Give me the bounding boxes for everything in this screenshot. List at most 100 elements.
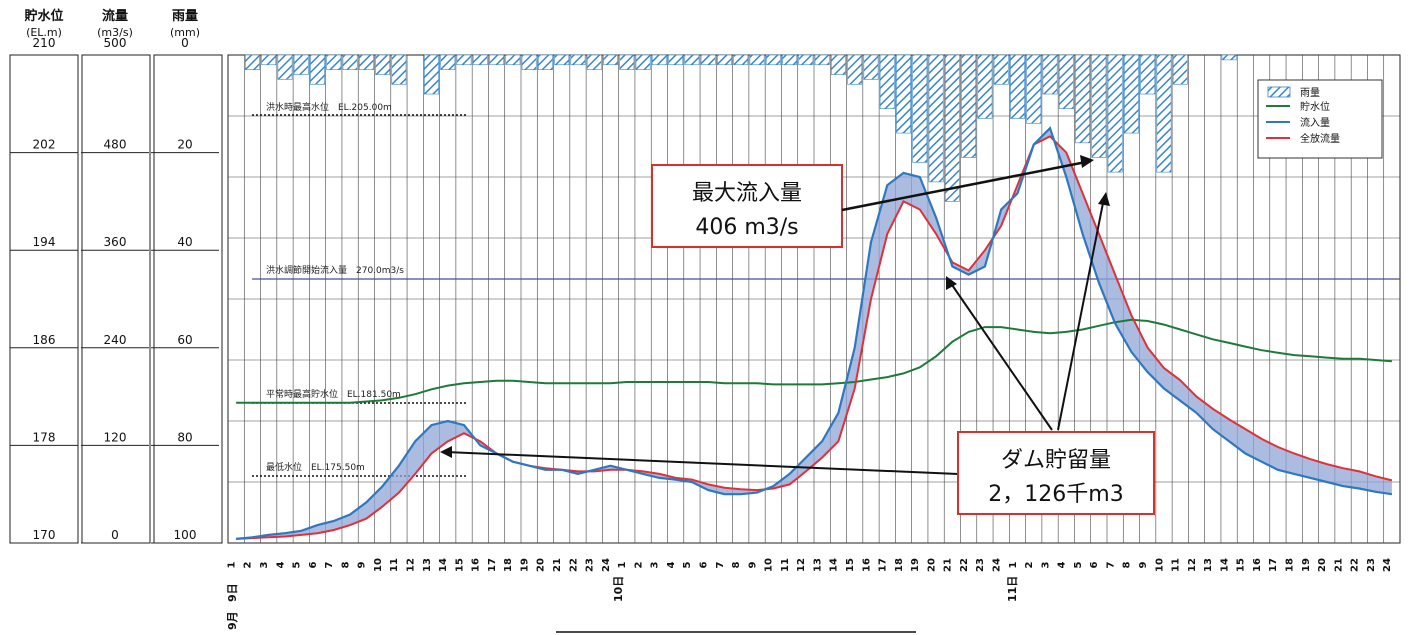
rain-bar bbox=[896, 54, 911, 134]
x-tick-label: 20 bbox=[926, 558, 937, 572]
x-tick-label: 22 bbox=[568, 558, 579, 572]
x-tick-label: 24 bbox=[992, 558, 1003, 572]
rain-bar bbox=[1091, 54, 1107, 158]
rain-tick: 80 bbox=[177, 430, 192, 444]
x-tick-label: 10 bbox=[373, 558, 384, 572]
max-inflow-value: 406 m3/s bbox=[695, 215, 798, 240]
rain-bar bbox=[1075, 54, 1091, 144]
water-level-axis-panel bbox=[9, 54, 79, 544]
x-tick-label: 9 bbox=[747, 561, 758, 568]
water-level-tick: 186 bbox=[33, 333, 56, 347]
x-tick-label: 1 bbox=[1008, 561, 1019, 568]
rain-bar bbox=[1156, 54, 1172, 173]
x-tick-label: 11 bbox=[780, 558, 791, 572]
rain-bar bbox=[863, 54, 879, 80]
x-tick-label: 22 bbox=[959, 558, 970, 572]
x-tick-label: 18 bbox=[894, 558, 905, 572]
rain-bar bbox=[489, 54, 505, 66]
reference-lines: 洪水時最高水位 EL.205.00m 洪水調節開始流入量 270.0m3/s 平… bbox=[252, 101, 1400, 477]
x-tick-label: 13 bbox=[1203, 558, 1214, 572]
rain-bar bbox=[505, 54, 521, 66]
x-tick-label: 14 bbox=[438, 558, 449, 572]
rain-bar bbox=[765, 54, 781, 66]
normal-max-level-label: 平常時最高貯水位 EL.181.50m bbox=[266, 388, 401, 400]
rain-bar bbox=[1042, 54, 1058, 95]
x-tick-label: 22 bbox=[1350, 558, 1361, 572]
series-line-outflow bbox=[236, 135, 1393, 540]
rain-bar bbox=[1026, 54, 1042, 124]
x-tick-label: 15 bbox=[1236, 558, 1247, 572]
x-tick-label: 13 bbox=[812, 558, 823, 572]
rain-bar bbox=[244, 54, 260, 70]
x-tick-label: 7 bbox=[1105, 561, 1116, 568]
rain-bar bbox=[1058, 54, 1074, 109]
x-tick-label: 1 bbox=[226, 561, 237, 568]
x-tick-label: 18 bbox=[503, 558, 514, 572]
max-inflow-callout: 最大流入量 406 m3/s bbox=[651, 155, 1094, 248]
rain-bar bbox=[342, 54, 358, 70]
x-axis-day-labels: 9月 9日 10日 11日 bbox=[226, 576, 1019, 630]
rain-bar bbox=[472, 54, 488, 66]
storage-box bbox=[957, 431, 1155, 515]
legend-water-level-label: 貯水位 bbox=[1300, 100, 1330, 113]
rain-bar bbox=[944, 54, 960, 202]
rain-bar bbox=[570, 54, 586, 66]
rain-bar bbox=[391, 54, 407, 85]
rain-bar bbox=[1123, 54, 1139, 134]
water-level-tick: 178 bbox=[33, 430, 56, 444]
x-tick-label: 7 bbox=[715, 561, 726, 568]
rain-bar bbox=[912, 54, 928, 163]
water-level-tick: 194 bbox=[33, 235, 56, 249]
rain-bar bbox=[1107, 54, 1123, 173]
rain-bar bbox=[928, 54, 944, 183]
rain-tick: 100 bbox=[174, 528, 197, 542]
x-tick-label: 19 bbox=[1301, 558, 1312, 572]
x-tick-label: 5 bbox=[1073, 561, 1084, 568]
rain-bar bbox=[700, 54, 716, 66]
rain-bar bbox=[375, 54, 391, 75]
x-tick-label: 2 bbox=[243, 561, 254, 568]
rain-axis-panel bbox=[153, 54, 223, 544]
water-level-tick: 170 bbox=[33, 528, 56, 542]
x-tick-label: 8 bbox=[731, 561, 742, 568]
rain-bar bbox=[277, 54, 293, 80]
max-flood-level-label: 洪水時最高水位 EL.205.00m bbox=[266, 101, 392, 113]
month-label: 9月 bbox=[226, 611, 239, 630]
storage-arrow-mid-head bbox=[946, 276, 957, 290]
max-inflow-arrow-head bbox=[1080, 155, 1094, 168]
water-level-tick: 202 bbox=[33, 138, 56, 152]
x-tick-label: 15 bbox=[845, 558, 856, 572]
storage-arrow-mid bbox=[949, 281, 1053, 431]
x-tick-label: 2 bbox=[1024, 561, 1035, 568]
x-tick-label: 19 bbox=[910, 558, 921, 572]
rain-bar bbox=[310, 54, 325, 85]
series-line-water-level bbox=[236, 318, 1392, 404]
rain-bar bbox=[586, 54, 602, 70]
x-tick-label: 24 bbox=[601, 558, 612, 572]
x-tick-label: 3 bbox=[259, 561, 270, 568]
rain-bar bbox=[635, 54, 651, 70]
rain-bar bbox=[1221, 54, 1237, 61]
storage-title: ダム貯留量 bbox=[1001, 448, 1111, 473]
legend-rain-swatch bbox=[1267, 86, 1291, 98]
rain-axis-title: 雨量 bbox=[172, 9, 198, 24]
left-axis-ticks: 210 202 194 186 178 170 500 480 360 240 120 0 0 20 40 6… bbox=[10, 36, 219, 544]
rain-bar bbox=[554, 54, 570, 66]
rain-bar bbox=[684, 54, 700, 66]
rain-bar bbox=[993, 54, 1009, 85]
rain-bar bbox=[1140, 54, 1156, 95]
rain-bar bbox=[749, 54, 765, 66]
x-tick-label: 17 bbox=[1268, 558, 1279, 572]
x-tick-label: 12 bbox=[1187, 558, 1198, 572]
x-tick-label: 8 bbox=[340, 561, 351, 568]
x-tick-label: 5 bbox=[292, 561, 303, 568]
rain-tick: 60 bbox=[177, 333, 192, 347]
x-tick-label: 20 bbox=[1317, 558, 1328, 572]
max-inflow-title: 最大流入量 bbox=[692, 181, 802, 206]
x-axis-hour-ticks: 1 2 3 4 5 6 7 8 9 10 11 12 13 14 15 16 17 18 19 20 21 22 23 24 1… bbox=[226, 558, 1393, 572]
rain-bar bbox=[814, 54, 830, 66]
rain-bars bbox=[244, 54, 1237, 202]
rain-bar bbox=[358, 54, 374, 70]
x-tick-label: 19 bbox=[519, 558, 530, 572]
